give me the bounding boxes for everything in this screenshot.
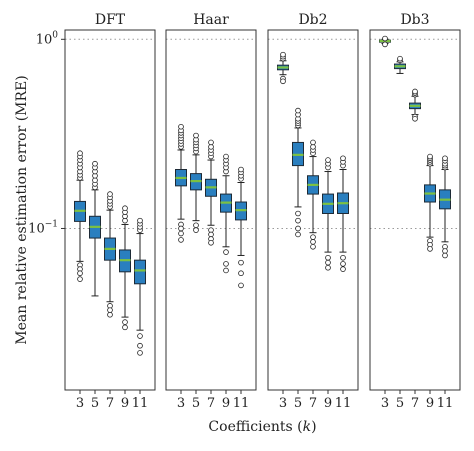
outlier-1-3-4 — [223, 153, 229, 160]
outlier-2-2-4 — [310, 234, 316, 240]
x-tick-label-3-2: 7 — [411, 396, 419, 411]
outlier-1-4-6 — [238, 282, 244, 289]
x-tick-label-2-3: 9 — [324, 396, 332, 411]
x-tick-label-0-0: 3 — [76, 396, 84, 411]
outlier-2-4-4 — [340, 261, 346, 267]
outlier-1-2-4 — [208, 139, 214, 146]
x-tick-label-2-0: 3 — [279, 396, 287, 411]
outlier-2-3-2 — [325, 157, 331, 163]
outlier-1-3-7 — [223, 267, 229, 274]
x-tick-label-3-4: 11 — [437, 396, 454, 411]
outlier-1-4-3 — [238, 166, 244, 173]
x-tick-label-3-0: 3 — [381, 396, 389, 411]
panel-title-2: Db2 — [298, 12, 327, 28]
x-tick-label-3-3: 9 — [426, 396, 434, 411]
outlier-0-0-10 — [77, 270, 83, 277]
outlier-3-4-4 — [442, 155, 448, 162]
x-axis-label-prefix: Coefficients ( — [208, 419, 302, 435]
outlier-1-2-6 — [208, 231, 214, 238]
y-tick-exponent-0: 0 — [52, 30, 58, 40]
x-axis-label-suffix: ) — [311, 419, 316, 435]
box-0-4 — [134, 259, 146, 285]
outlier-3-0-0 — [382, 35, 388, 42]
outlier-2-1-8 — [295, 225, 301, 232]
x-tick-label-0-1: 5 — [91, 396, 99, 411]
outlier-2-1-7 — [295, 217, 301, 224]
outlier-0-4-3 — [137, 217, 143, 224]
outlier-0-4-4 — [137, 333, 143, 339]
outlier-2-3-3 — [325, 254, 331, 261]
x-tick-label-1-0: 3 — [177, 396, 185, 411]
outlier-1-1-7 — [193, 227, 199, 233]
x-tick-label-1-3: 9 — [222, 396, 230, 411]
outlier-1-3-6 — [223, 261, 229, 267]
outlier-0-2-7 — [107, 311, 113, 318]
outlier-0-0-7 — [77, 150, 83, 156]
outlier-1-1-5 — [193, 132, 199, 139]
outlier-3-0-1 — [382, 41, 388, 48]
outlier-0-2-4 — [107, 191, 113, 197]
y-tick-label-0: 100 — [36, 30, 59, 47]
x-tick-label-0-3: 9 — [121, 396, 129, 411]
outlier-2-2-3 — [310, 139, 316, 146]
outlier-2-1-9 — [295, 231, 301, 238]
outlier-0-0-11 — [77, 276, 83, 282]
outlier-2-3-4 — [325, 259, 331, 266]
outlier-2-4-5 — [340, 266, 346, 272]
outlier-3-2-4 — [412, 116, 418, 122]
outlier-3-1-1 — [397, 55, 403, 62]
x-tick-label-1-4: 11 — [233, 396, 250, 411]
outlier-2-2-5 — [310, 239, 316, 245]
outlier-0-1-6 — [92, 160, 98, 167]
panel-title-0: DFT — [95, 12, 126, 28]
x-tick-label-1-1: 5 — [192, 396, 200, 411]
panel-frame-3 — [369, 29, 461, 391]
outlier-3-3-7 — [427, 246, 433, 252]
panel-title-1: Haar — [193, 12, 229, 28]
outlier-0-3-4 — [122, 319, 128, 325]
outlier-3-3-4 — [427, 153, 433, 160]
outlier-1-0-10 — [178, 230, 184, 237]
outlier-3-2-2 — [412, 88, 418, 95]
x-axis-label-variable: k — [303, 419, 311, 435]
outlier-3-4-7 — [442, 252, 448, 259]
outlier-1-0-11 — [178, 237, 184, 243]
outlier-2-0-4 — [280, 78, 286, 85]
y-axis-label: Mean relative estimation error (MRE) — [14, 75, 30, 344]
outlier-0-3-3 — [122, 205, 128, 211]
outlier-1-0-9 — [178, 225, 184, 232]
outlier-0-2-6 — [107, 307, 113, 313]
outlier-1-2-8 — [208, 240, 214, 246]
panel-title-3: Db3 — [400, 12, 429, 28]
x-axis-label: Coefficients (k) — [208, 419, 316, 435]
outlier-2-3-5 — [325, 264, 331, 271]
x-tick-label-2-2: 7 — [309, 396, 317, 411]
outlier-2-4-3 — [340, 254, 346, 261]
outlier-1-0-7 — [178, 123, 184, 130]
x-tick-label-0-4: 11 — [132, 396, 149, 411]
outlier-1-1-6 — [193, 222, 199, 229]
outlier-1-4-5 — [238, 270, 244, 277]
outlier-0-4-5 — [137, 342, 143, 349]
outlier-2-1-6 — [295, 210, 301, 217]
outlier-0-3-5 — [122, 324, 128, 331]
outlier-2-2-6 — [310, 244, 316, 250]
x-tick-label-3-1: 5 — [396, 396, 404, 411]
x-tick-label-2-4: 11 — [335, 396, 352, 411]
x-tick-label-0-2: 7 — [106, 396, 114, 411]
outlier-2-1-5 — [295, 107, 301, 114]
x-tick-label-1-2: 7 — [207, 396, 215, 411]
outlier-0-4-6 — [137, 350, 143, 356]
x-tick-label-2-1: 5 — [294, 396, 302, 411]
outlier-1-4-4 — [238, 259, 244, 266]
outlier-2-4-2 — [340, 155, 346, 162]
outlier-1-3-5 — [223, 249, 229, 255]
y-tick-exponent-1: −1 — [45, 219, 58, 229]
y-tick-label-1: 10−1 — [28, 219, 58, 236]
outlier-2-0-2 — [280, 51, 286, 58]
